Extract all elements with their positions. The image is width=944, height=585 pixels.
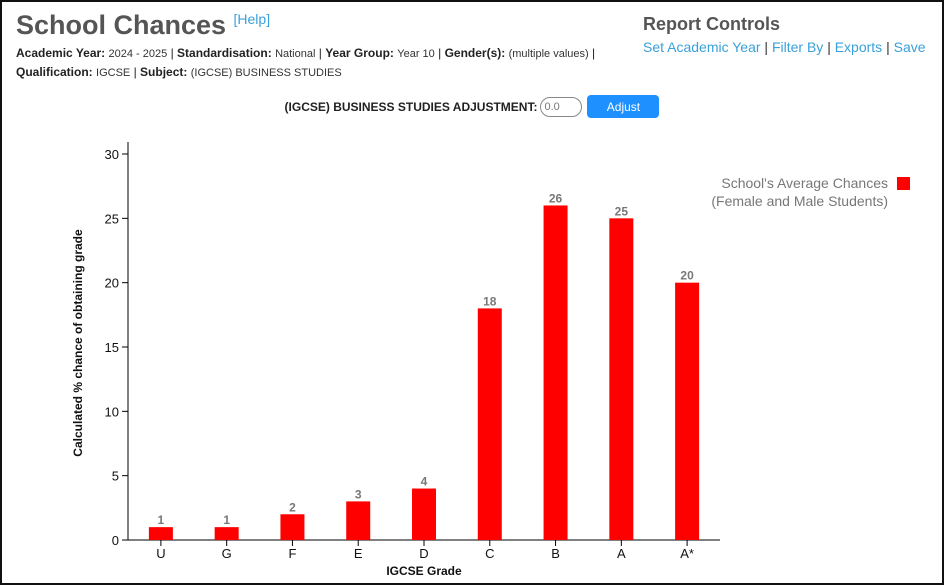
x-axis-title: IGCSE Grade — [386, 564, 462, 578]
standardisation-value: National — [275, 48, 316, 60]
report-controls-links: Set Academic Year | Filter By | Exports … — [643, 39, 926, 55]
chart-legend: School's Average Chances (Female and Mal… — [711, 175, 910, 209]
bar-series — [148, 205, 700, 541]
adjust-button[interactable]: Adjust — [587, 95, 660, 118]
x-tick-label: C — [485, 546, 494, 561]
set-academic-year-link[interactable]: Set Academic Year — [643, 39, 761, 55]
gender-label: Gender(s): — [444, 46, 506, 60]
title-row: School Chances [Help] — [16, 10, 270, 41]
bar — [214, 527, 239, 540]
exports-link[interactable]: Exports — [834, 39, 883, 55]
data-labels: 1 1 2 3 4 18 26 25 20 — [158, 191, 695, 527]
subject-value: (IGCSE) BUSINESS STUDIES — [190, 67, 342, 79]
page-title: School Chances — [16, 10, 227, 40]
report-filters-summary: Academic Year: 2024 - 2025 | Standardisa… — [16, 46, 596, 79]
subject-label: Subject: — [140, 65, 188, 79]
legend-label-line-2: (Female and Male Students) — [711, 193, 888, 209]
x-tick-label: D — [419, 546, 428, 561]
bar — [148, 527, 173, 540]
x-tick-label: A — [617, 546, 626, 561]
data-label: 18 — [483, 294, 497, 308]
filter-by-link[interactable]: Filter By — [771, 39, 824, 55]
y-tick-label: 30 — [105, 147, 119, 162]
x-tick-label: F — [288, 546, 296, 561]
qualification-value: IGCSE — [96, 67, 131, 79]
adjustment-row: (IGCSE) BUSINESS STUDIES ADJUSTMENT: Adj… — [2, 95, 942, 118]
legend-label-line-1: School's Average Chances — [721, 175, 888, 191]
academic-year-value: 2024 - 2025 — [108, 48, 168, 60]
x-tick-label: E — [354, 546, 363, 561]
y-tick-label: 25 — [105, 211, 119, 226]
x-axis: U G F E D C B A A* — [128, 539, 720, 561]
data-label: 20 — [680, 269, 694, 283]
data-label: 25 — [615, 204, 629, 218]
x-tick-label: G — [222, 546, 232, 561]
bar — [477, 308, 502, 540]
adjustment-input[interactable] — [540, 96, 583, 117]
data-label: 26 — [549, 191, 563, 205]
help-link[interactable]: [Help] — [233, 11, 271, 27]
data-label: 4 — [421, 475, 428, 489]
x-tick-label: U — [156, 546, 165, 561]
link-separator: | — [827, 39, 831, 55]
legend-swatch — [897, 177, 910, 190]
report-controls: Report Controls Set Academic Year | Filt… — [643, 14, 926, 55]
standardisation-label: Standardisation: — [177, 46, 272, 60]
bar — [412, 488, 436, 540]
bar — [609, 218, 634, 541]
data-label: 3 — [355, 487, 362, 501]
data-label: 1 — [158, 513, 165, 527]
data-label: 2 — [289, 500, 296, 514]
report-controls-title: Report Controls — [643, 14, 780, 34]
y-axis-title: Calculated % chance of obtaining grade — [71, 229, 85, 457]
y-axis: 0 5 10 15 20 25 30 — [105, 142, 129, 548]
y-tick-label: 5 — [112, 469, 119, 484]
gender-value: (multiple values) — [508, 48, 589, 60]
year-group-value: Year 10 — [397, 48, 435, 60]
year-group-label: Year Group: — [325, 46, 394, 60]
bar — [543, 205, 568, 540]
academic-year-label: Academic Year: — [16, 46, 106, 60]
adjustment-label: (IGCSE) BUSINESS STUDIES ADJUSTMENT: — [284, 99, 538, 114]
bar — [675, 282, 700, 540]
y-tick-label: 10 — [105, 404, 119, 419]
bar — [280, 514, 305, 540]
qualification-label: Qualification: — [16, 65, 93, 79]
y-tick-label: 15 — [105, 340, 119, 355]
x-tick-label: B — [551, 546, 560, 561]
y-tick-label: 20 — [105, 276, 119, 291]
y-tick-label: 0 — [112, 533, 119, 548]
bar — [346, 501, 371, 540]
data-label: 1 — [223, 513, 230, 527]
link-separator: | — [886, 39, 890, 55]
x-tick-label: A* — [680, 546, 694, 561]
link-separator: | — [764, 39, 769, 55]
save-link[interactable]: Save — [893, 39, 926, 55]
